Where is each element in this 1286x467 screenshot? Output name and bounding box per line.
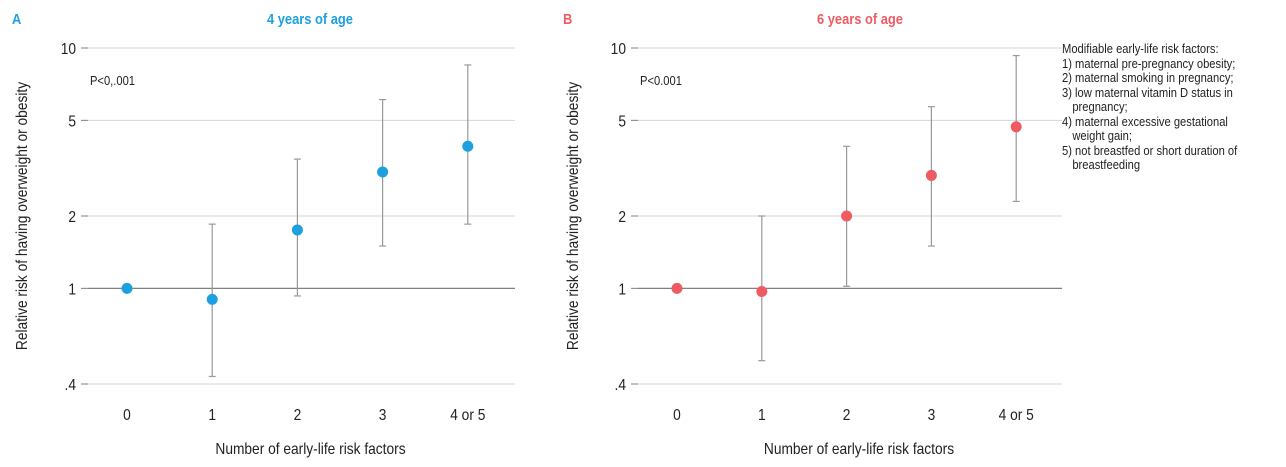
panel-b-y-tick-label: 10	[611, 40, 626, 58]
panel-b-data-point	[671, 282, 683, 294]
panel-b-x-tick-label: 2	[843, 406, 851, 424]
legend-title: Modifiable early-life risk factors:	[1062, 41, 1219, 56]
panel-b-y-tick-label: .4	[615, 376, 626, 394]
panel-a-x-tick-label: 3	[379, 406, 387, 424]
legend-item-2: 2) maternal smoking in pregnancy;	[1062, 70, 1234, 85]
panel-a-data-point	[121, 282, 133, 294]
panel-b-y-tick-label: 5	[618, 112, 626, 130]
panel-b-x-axis-label: Number of early-life risk factors	[764, 440, 954, 458]
panel-a-data-point	[377, 166, 389, 178]
risk-factor-legend: Modifiable early-life risk factors: 1) m…	[1062, 41, 1251, 173]
legend-item-5: 5) not breastfed or short duration of br…	[1062, 142, 1238, 172]
panel-b-title: 6 years of age	[817, 10, 903, 27]
panel-a-y-tick-label: 10	[61, 40, 76, 58]
legend-item-3: 3) low maternal vitamin D status in preg…	[1062, 84, 1233, 114]
panel-a-x-axis-label: Number of early-life risk factors	[215, 440, 405, 458]
panel-a-y-axis-label: Relative risk of having overweight or ob…	[13, 81, 31, 350]
panel-a-x-tick-label: 1	[208, 406, 216, 424]
panel-a-data-point	[462, 140, 474, 152]
panel-a-data-point	[206, 293, 218, 305]
panel-a-x-tick-label: 0	[123, 406, 131, 424]
panel-b-x-tick-label: 4 or 5	[999, 406, 1034, 424]
panel-a-y-tick-label: 2	[68, 208, 76, 226]
panel-a-title: 4 years of age	[267, 10, 353, 27]
panel-a-x-tick-label: 2	[294, 406, 302, 424]
panel-b-x-tick-label: 0	[673, 406, 681, 424]
legend-item-1: 1) maternal pre-pregnancy obesity;	[1062, 55, 1236, 71]
panel-a-data-point	[291, 224, 303, 236]
panel-b-y-tick-label: 1	[618, 280, 626, 298]
panel-b-data-point	[925, 169, 937, 181]
panel-b-letter: B	[563, 10, 572, 27]
panel-a-y-tick-label: 5	[68, 112, 76, 130]
panel-b-x-tick-label: 1	[758, 406, 766, 424]
panel-a-letter: A	[12, 10, 21, 27]
legend-item-4: 4) maternal excessive gestational weight…	[1062, 113, 1228, 143]
panel-b-y-axis-label: Relative risk of having overweight or ob…	[564, 81, 582, 350]
panel-a-p-value: P<0,.001	[90, 73, 135, 88]
panel-b-data-point	[1010, 121, 1022, 133]
panel-b-data-point	[841, 210, 853, 222]
panel-b-p-value: P<0.001	[640, 73, 682, 88]
panel-a-y-tick-label: 1	[68, 280, 76, 298]
panel-a-x-tick-label: 4 or 5	[450, 406, 485, 424]
panel-b-y-tick-label: 2	[618, 208, 626, 226]
panel-a-y-tick-label: .4	[65, 376, 76, 394]
panel-b-data-point	[756, 286, 768, 298]
panel-b-x-tick-label: 3	[928, 406, 936, 424]
